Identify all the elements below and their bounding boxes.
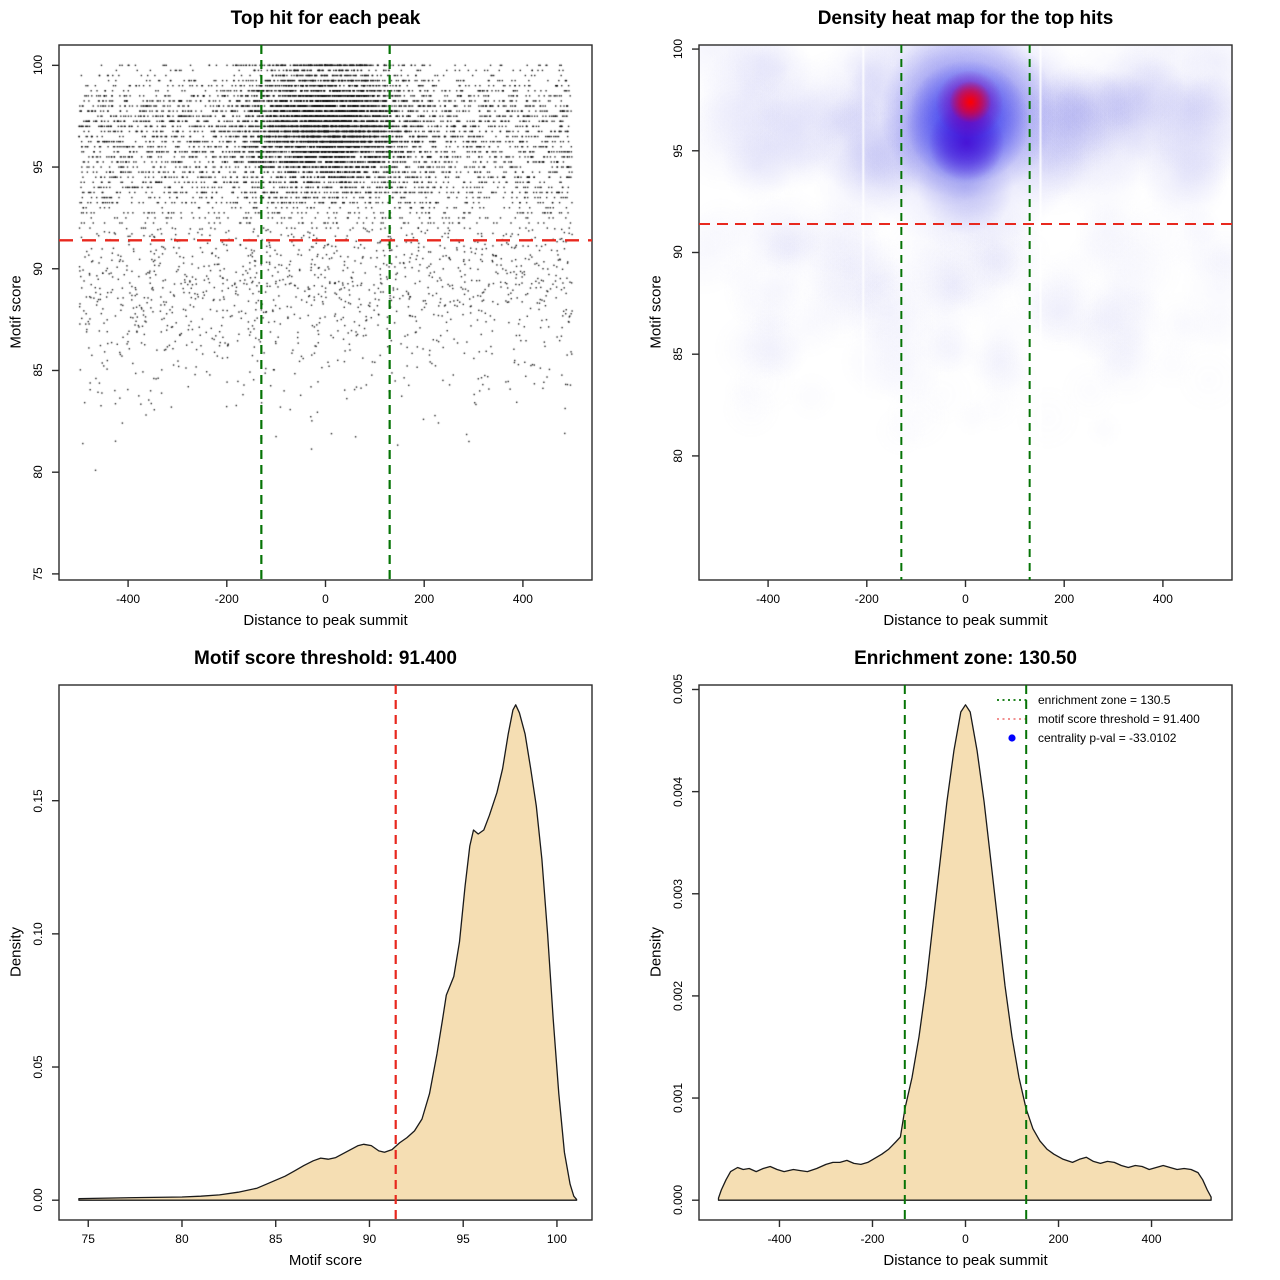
legend-item: motif score threshold = 91.400 xyxy=(996,709,1200,728)
legend-item: centrality p-val = -33.0102 xyxy=(996,728,1200,747)
y-tick-label: 85 xyxy=(31,363,45,378)
y-tick-label: 80 xyxy=(31,465,45,479)
x-tick-label: -200 xyxy=(854,592,879,606)
y-tick-label: 0.005 xyxy=(671,674,685,705)
x-tick-label: 400 xyxy=(1141,1232,1162,1246)
heatmap-canvas xyxy=(640,0,1280,640)
x-tick-label: 100 xyxy=(546,1232,567,1246)
x-tick-label: 90 xyxy=(362,1232,377,1246)
x-axis-label: Motif score xyxy=(288,1252,363,1269)
x-tick-label: 200 xyxy=(1048,1232,1069,1246)
y-tick-label: 95 xyxy=(31,160,45,174)
score-density-svg xyxy=(52,684,593,1227)
y-tick-label: 0.004 xyxy=(671,776,685,807)
y-tick-label: 85 xyxy=(671,347,685,361)
x-tick-label: 200 xyxy=(1054,592,1075,606)
y-axis-label: Density xyxy=(7,926,25,978)
panel-motif-score-density: Motif score threshold: 91.400 Motif scor… xyxy=(0,640,640,1280)
y-tick-label: 75 xyxy=(31,567,45,581)
panel-scatter-top-hits: Top hit for each peak Distance to peak s… xyxy=(0,0,640,640)
legend-label: motif score threshold = 91.400 xyxy=(1038,711,1200,726)
y-tick-label: 0.05 xyxy=(31,1055,45,1079)
x-axis-label: Distance to peak summit xyxy=(883,612,1048,629)
x-tick-label: 400 xyxy=(1152,592,1173,606)
x-tick-label: 80 xyxy=(175,1232,189,1246)
y-tick-label: 0.001 xyxy=(671,1083,685,1114)
x-tick-label: -400 xyxy=(756,592,781,606)
legend-dotted-line-icon xyxy=(996,714,1028,724)
y-tick-label: 0.000 xyxy=(671,1185,685,1216)
x-tick-label: 75 xyxy=(81,1232,95,1246)
legend-dotted-line-icon xyxy=(996,695,1028,705)
y-tick-label: 80 xyxy=(671,449,685,463)
y-tick-label: 90 xyxy=(671,245,685,260)
y-axis-label: Motif score xyxy=(7,275,25,349)
panel-title: Top hit for each peak xyxy=(230,8,421,29)
y-tick-label: 0.002 xyxy=(671,980,685,1011)
x-axis-label: Distance to peak summit xyxy=(243,612,408,629)
panel-title: Motif score threshold: 91.400 xyxy=(194,648,457,669)
x-tick-label: -200 xyxy=(860,1232,885,1246)
legend-label: enrichment zone = 130.5 xyxy=(1038,692,1171,707)
y-tick-label: 0.00 xyxy=(31,1188,45,1212)
x-tick-label: 85 xyxy=(269,1232,283,1246)
x-tick-label: -400 xyxy=(116,592,141,606)
x-tick-label: 0 xyxy=(962,592,969,606)
y-axis-label: Motif score xyxy=(647,275,665,349)
y-tick-label: 100 xyxy=(31,55,45,76)
x-tick-label: 95 xyxy=(456,1232,470,1246)
x-tick-label: 0 xyxy=(962,1232,969,1246)
x-tick-label: 200 xyxy=(414,592,435,606)
x-tick-label: 400 xyxy=(512,592,533,606)
panel-density-heatmap: Density heat map for the top hits Distan… xyxy=(640,0,1280,640)
legend-dot-icon xyxy=(996,733,1028,743)
x-tick-label: -200 xyxy=(214,592,239,606)
x-axis-label: Distance to peak summit xyxy=(883,1252,1048,1269)
y-tick-label: 90 xyxy=(31,262,45,276)
x-tick-label: 0 xyxy=(322,592,329,606)
legend-item: enrichment zone = 130.5 xyxy=(996,690,1200,709)
y-axis-label: Density xyxy=(647,926,665,978)
plot-legend: enrichment zone = 130.5 motif score thres… xyxy=(996,690,1200,747)
panel-title: Density heat map for the top hits xyxy=(817,8,1114,29)
y-tick-label: 100 xyxy=(671,39,685,60)
y-tick-label: 0.15 xyxy=(31,789,45,813)
panel-distance-density: enrichment zone = 130.5 motif score thres… xyxy=(640,640,1280,1280)
y-tick-label: 0.10 xyxy=(31,922,45,946)
y-tick-label: 0.003 xyxy=(671,878,685,909)
x-tick-label: -400 xyxy=(767,1232,792,1246)
legend-label: centrality p-val = -33.0102 xyxy=(1038,730,1177,745)
y-tick-label: 95 xyxy=(671,144,685,158)
scatter-points-canvas xyxy=(0,0,640,640)
panel-title: Enrichment zone: 130.50 xyxy=(854,648,1077,669)
